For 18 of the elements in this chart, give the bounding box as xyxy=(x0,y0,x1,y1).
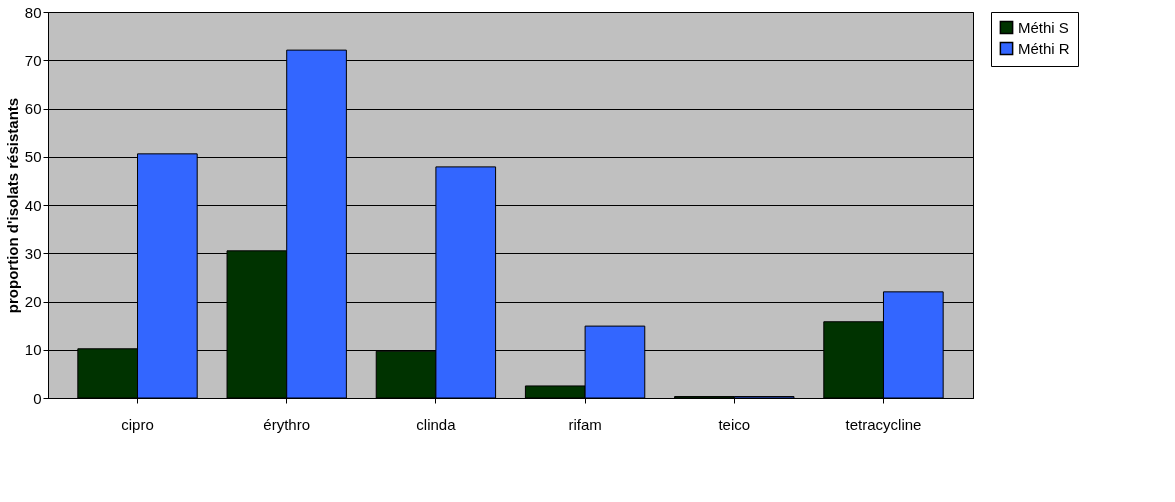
x-tick-label: érythro xyxy=(263,415,311,433)
y-tick-label: 30 xyxy=(24,244,42,262)
y-axis-title: proportion d'isolats résistants xyxy=(3,97,21,314)
y-tick-label: 80 xyxy=(24,3,42,21)
legend-label: Méthi R xyxy=(1018,39,1070,57)
x-tick-label: clinda xyxy=(416,415,457,433)
y-tick-label: 50 xyxy=(24,148,42,166)
y-tick-label: 10 xyxy=(24,341,42,359)
x-tick-label: rifam xyxy=(568,415,602,433)
y-tick-label: 60 xyxy=(24,100,42,117)
x-tick-label: teico xyxy=(718,415,751,433)
y-tick-label: 40 xyxy=(24,196,42,214)
x-tick-label: tetracycline xyxy=(845,415,922,433)
legend-label: Méthi S xyxy=(1018,18,1069,36)
y-tick-label: 0 xyxy=(33,389,42,407)
x-tick-label: cipro xyxy=(121,415,154,433)
y-tick-label: 70 xyxy=(24,51,42,69)
y-tick-label: 20 xyxy=(24,293,42,310)
